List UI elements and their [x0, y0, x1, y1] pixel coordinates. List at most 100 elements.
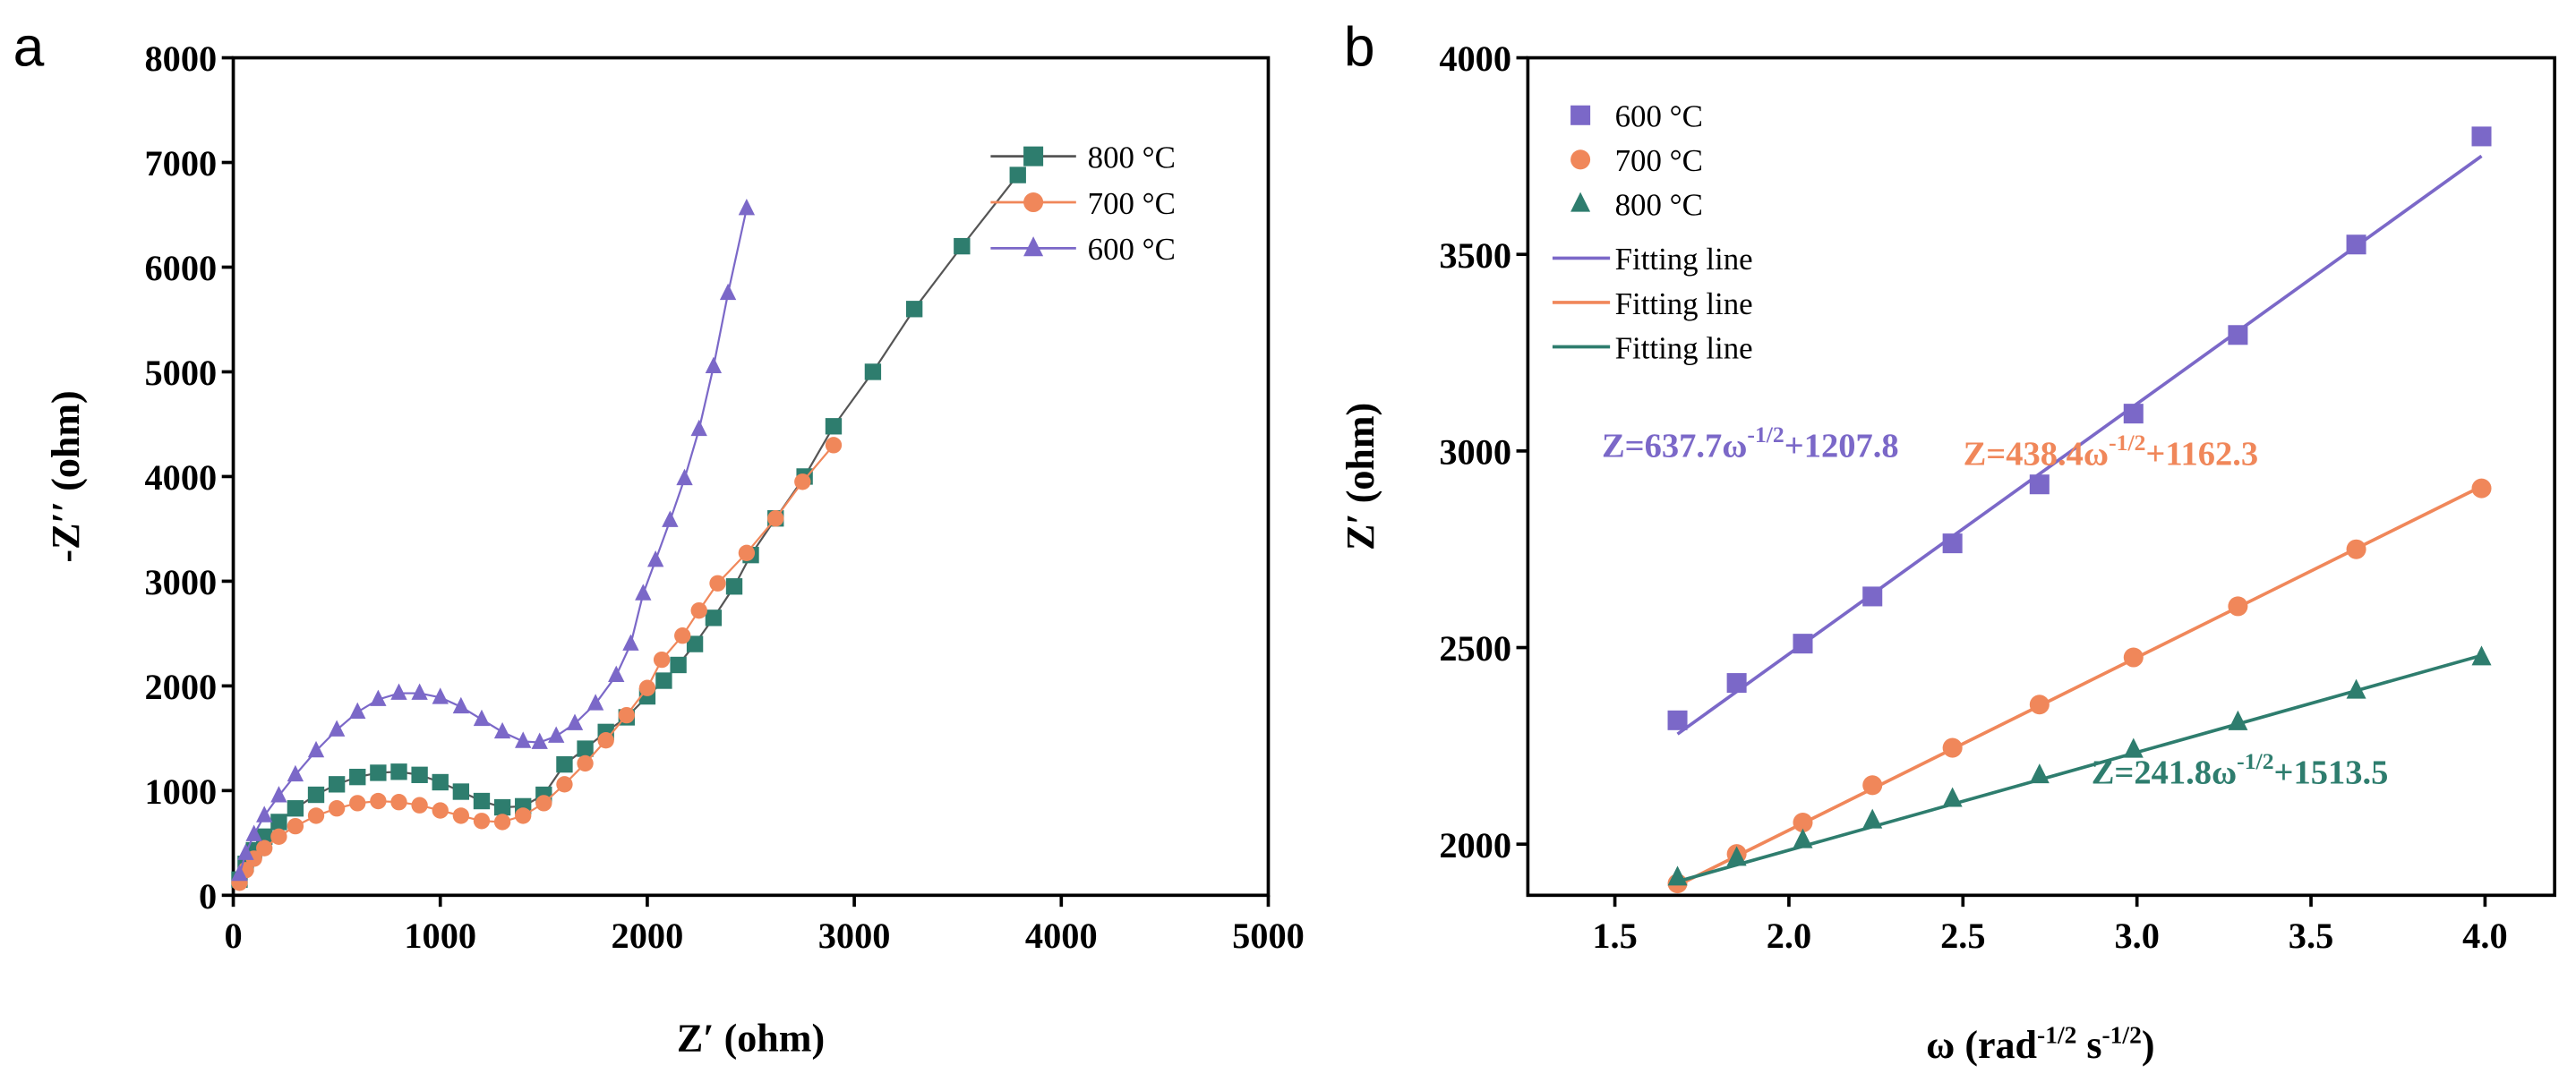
data-point	[2471, 478, 2492, 499]
equation-sup: -1/2	[2109, 430, 2145, 456]
x-tick-label: 4.0	[2462, 916, 2507, 956]
legend-label: 700 °C	[1088, 186, 1176, 221]
data-point	[618, 706, 635, 724]
plot-frame	[231, 55, 1271, 898]
data-point	[328, 800, 346, 817]
legend-label: 700 °C	[1615, 143, 1703, 178]
series-0	[231, 166, 1026, 888]
data-point	[411, 797, 428, 814]
y-tick-label: 8000	[144, 38, 217, 79]
data-point	[1942, 533, 1963, 554]
chart-b: 1.5 2.0 2.5 3.0 3.5 4.0 2000 2500 3000 3500 4000 ω …	[1339, 38, 2556, 1067]
data-point	[1009, 166, 1026, 183]
data-point	[515, 731, 532, 748]
data-point	[245, 824, 262, 841]
data-point	[676, 468, 693, 486]
data-point	[270, 786, 287, 803]
legend-marker	[1023, 192, 1044, 213]
y-tick-label: 3000	[144, 562, 217, 602]
equation-part: Z=438.4ω	[1964, 436, 2109, 473]
data-point	[556, 776, 573, 793]
data-point	[493, 798, 511, 816]
data-point	[1793, 634, 1813, 654]
data-point	[473, 813, 491, 830]
data-point	[2123, 737, 2144, 758]
data-point	[635, 584, 652, 601]
y-tick-label: 4000	[144, 457, 217, 498]
data-point	[256, 840, 273, 857]
data-point	[2123, 647, 2144, 668]
data-point	[287, 800, 304, 817]
data-point	[738, 198, 756, 216]
equation-sup: -1/2	[2237, 748, 2273, 774]
legend-fit-label: Fitting line	[1615, 242, 1753, 277]
x-axis-label-part: s	[2076, 1023, 2101, 1067]
x-tick-label: 3.5	[2289, 916, 2333, 956]
data-point	[2228, 325, 2248, 345]
equation-part: +1162.3	[2145, 436, 2258, 473]
data-point	[690, 601, 707, 619]
data-point	[2346, 234, 2366, 255]
equation-part: +1207.8	[1784, 427, 1899, 465]
legend-fit-label: Fitting line	[1615, 330, 1753, 365]
data-point	[432, 773, 449, 791]
data-point	[638, 679, 656, 696]
x-tick-label: 2.5	[1940, 916, 1985, 956]
series-2	[1667, 645, 2492, 886]
data-point	[432, 802, 449, 819]
equation-part: Z=637.7ω	[1602, 427, 1747, 465]
data-point	[705, 609, 723, 626]
data-point	[690, 419, 707, 437]
data-point	[1793, 813, 1813, 833]
data-point	[622, 634, 639, 651]
data-point	[577, 754, 594, 772]
data-point	[2029, 695, 2050, 715]
data-point	[349, 702, 366, 719]
y-tick-label: 4000	[1439, 38, 1511, 79]
data-point	[473, 792, 491, 810]
y-tick-label: 2500	[1439, 628, 1511, 669]
y-axis-label: Z′ (ohm)	[1339, 403, 1382, 550]
y-tick-label: 7000	[144, 143, 217, 183]
data-point	[535, 795, 552, 812]
x-tick-label: 1000	[404, 916, 476, 956]
data-point	[370, 689, 387, 706]
data-point	[597, 732, 614, 749]
legend-marker	[1570, 105, 1591, 125]
data-point	[2471, 126, 2492, 147]
data-point	[1862, 775, 1883, 796]
legend-marker	[1570, 149, 1591, 170]
y-tick-label: 2000	[144, 667, 217, 707]
x-tick-label: 2.0	[1767, 916, 1811, 956]
data-point	[237, 843, 254, 860]
legend-marker	[1570, 192, 1591, 212]
x-axis-label: ω (rad-1/2 s-1/2)	[1926, 1020, 2154, 1067]
fitting-line	[1677, 653, 2483, 883]
legend-marker	[1023, 236, 1044, 257]
data-point	[531, 732, 548, 749]
data-point	[705, 356, 723, 373]
legend-label: 800 °C	[1088, 140, 1176, 175]
legend-label: 600 °C	[1615, 99, 1703, 134]
data-point	[307, 786, 325, 804]
data-point	[2228, 596, 2248, 617]
chart-a: 0 1000 2000 3000 4000 5000 0 1000 2000 3000 4000 50…	[44, 38, 1305, 1060]
data-point	[1942, 787, 1963, 807]
data-point	[662, 510, 679, 527]
data-point	[2029, 474, 2050, 495]
data-point	[287, 817, 304, 835]
data-point	[556, 755, 573, 773]
data-point	[825, 418, 843, 435]
data-point	[256, 805, 273, 823]
data-point	[670, 656, 687, 674]
data-point	[390, 794, 407, 811]
equation-part: Z=241.8ω	[2092, 754, 2237, 792]
x-tick-label: 0	[224, 916, 242, 956]
y-tick-label: 3000	[1439, 432, 1511, 473]
data-point	[473, 709, 491, 727]
data-point	[719, 283, 737, 301]
data-point	[390, 683, 407, 700]
data-point	[307, 740, 325, 758]
data-point	[1726, 846, 1747, 866]
